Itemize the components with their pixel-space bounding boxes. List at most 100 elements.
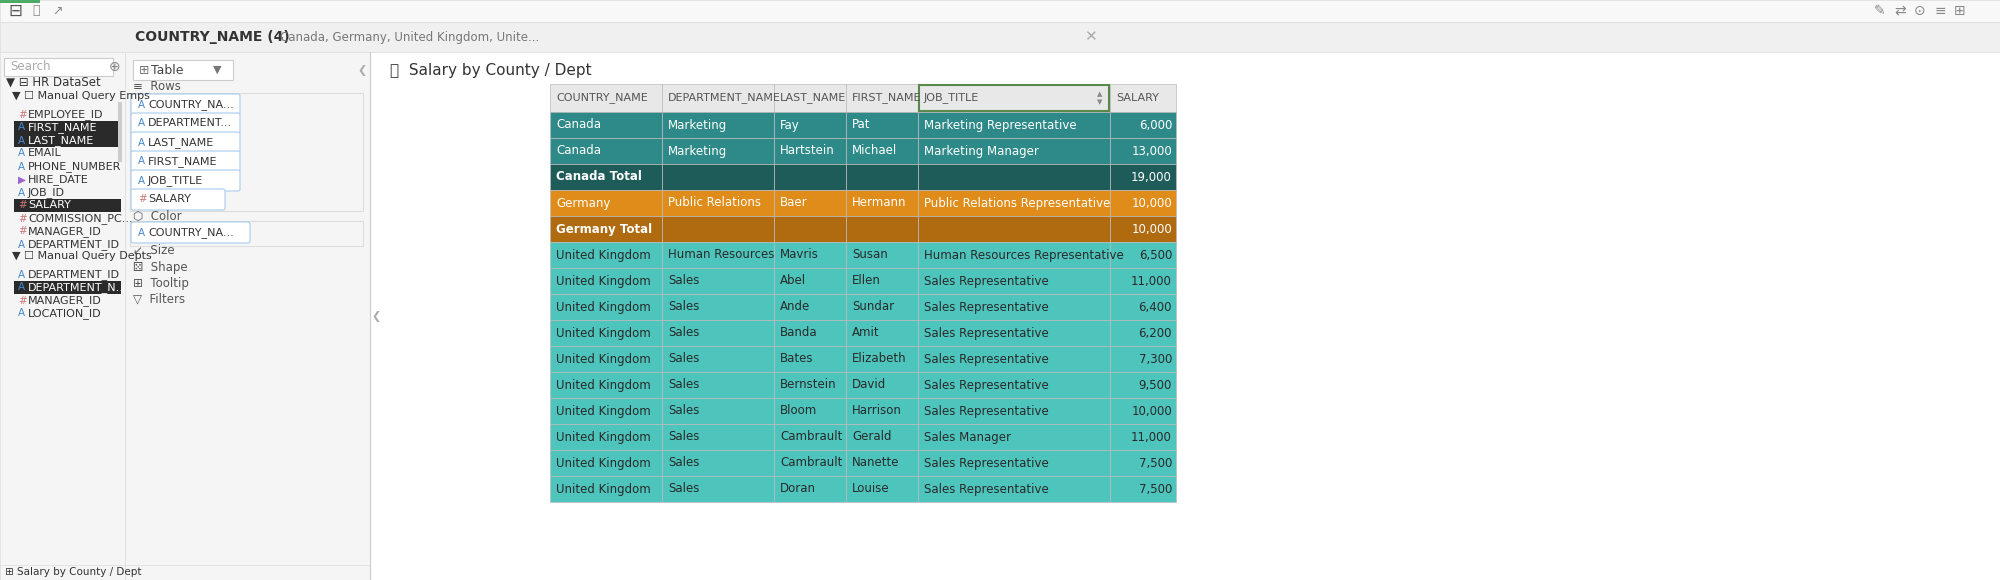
- Text: Public Relations Representative: Public Relations Representative: [924, 197, 1110, 209]
- Bar: [918, 294, 1110, 320]
- Bar: [662, 294, 774, 320]
- Text: LAST_NAME: LAST_NAME: [28, 135, 94, 146]
- Text: ⊞  Tooltip: ⊞ Tooltip: [132, 277, 188, 289]
- Text: HIRE_DATE: HIRE_DATE: [28, 174, 88, 185]
- Text: A: A: [18, 282, 26, 292]
- Text: Elizabeth: Elizabeth: [852, 353, 906, 365]
- Bar: [846, 84, 918, 112]
- Text: A: A: [18, 187, 26, 198]
- Text: Ande: Ande: [780, 300, 810, 314]
- Text: Susan: Susan: [852, 248, 888, 262]
- Text: LOCATION_ID: LOCATION_ID: [28, 308, 102, 319]
- Text: ▶: ▶: [18, 175, 26, 184]
- Text: Human Resources: Human Resources: [668, 248, 774, 262]
- Bar: [774, 320, 846, 346]
- Bar: [918, 84, 1110, 112]
- Bar: [132, 60, 232, 80]
- Text: Canada Total: Canada Total: [556, 171, 642, 183]
- Text: Bates: Bates: [780, 353, 814, 365]
- Bar: [550, 190, 662, 216]
- Text: A: A: [138, 157, 146, 166]
- Text: Sales Representative: Sales Representative: [924, 327, 1048, 339]
- Text: Germany: Germany: [556, 197, 610, 209]
- Text: ⊙: ⊙: [1914, 4, 1926, 18]
- Text: 7,500: 7,500: [1138, 456, 1172, 469]
- Text: Sales Manager: Sales Manager: [924, 430, 1012, 444]
- Bar: [846, 476, 918, 502]
- Bar: [662, 112, 774, 138]
- Bar: [550, 320, 662, 346]
- Bar: [774, 476, 846, 502]
- Text: 11,000: 11,000: [1132, 430, 1172, 444]
- Bar: [662, 424, 774, 450]
- Bar: [918, 346, 1110, 372]
- Text: ⓪  Salary by County / Dept: ⓪ Salary by County / Dept: [390, 63, 592, 78]
- Text: A: A: [138, 137, 146, 147]
- Bar: [1110, 164, 1176, 190]
- Bar: [124, 52, 370, 565]
- Text: ⇄: ⇄: [1894, 4, 1906, 18]
- Bar: [846, 112, 918, 138]
- FancyBboxPatch shape: [132, 170, 240, 191]
- Text: Sales: Sales: [668, 483, 700, 495]
- Text: DEPARTMENT_N...: DEPARTMENT_N...: [28, 282, 128, 293]
- Text: PHONE_NUMBER: PHONE_NUMBER: [28, 161, 122, 172]
- Text: Cambrault: Cambrault: [780, 456, 842, 469]
- Text: SALARY: SALARY: [28, 201, 70, 211]
- Text: A: A: [18, 136, 26, 146]
- Bar: [846, 398, 918, 424]
- Bar: [918, 398, 1110, 424]
- Bar: [918, 320, 1110, 346]
- Bar: [1110, 398, 1176, 424]
- Text: 6,200: 6,200: [1138, 327, 1172, 339]
- Text: ⊞ Salary by County / Dept: ⊞ Salary by County / Dept: [4, 567, 142, 577]
- Text: FIRST_NAME: FIRST_NAME: [852, 93, 922, 103]
- Text: Hartstein: Hartstein: [780, 144, 834, 158]
- Bar: [130, 221, 364, 246]
- Text: DEPARTMENT_ID: DEPARTMENT_ID: [28, 239, 120, 250]
- Bar: [1110, 190, 1176, 216]
- Bar: [846, 450, 918, 476]
- Text: Marketing: Marketing: [668, 144, 728, 158]
- Text: 10,000: 10,000: [1132, 223, 1172, 235]
- Text: Louise: Louise: [852, 483, 890, 495]
- Bar: [550, 268, 662, 294]
- Text: #: #: [18, 110, 26, 119]
- Bar: [550, 84, 662, 112]
- Bar: [550, 346, 662, 372]
- Bar: [550, 372, 662, 398]
- FancyBboxPatch shape: [132, 132, 240, 153]
- Text: Hermann: Hermann: [852, 197, 906, 209]
- Text: COUNTRY_NA...: COUNTRY_NA...: [148, 227, 234, 238]
- Text: United Kingdom: United Kingdom: [556, 353, 650, 365]
- Bar: [846, 424, 918, 450]
- Text: United Kingdom: United Kingdom: [556, 248, 650, 262]
- Text: ⚄  Shape: ⚄ Shape: [132, 260, 188, 274]
- Bar: [1110, 424, 1176, 450]
- Bar: [14, 121, 120, 134]
- Text: 7,300: 7,300: [1138, 353, 1172, 365]
- Text: COUNTRY_NA...: COUNTRY_NA...: [148, 99, 234, 110]
- Bar: [846, 372, 918, 398]
- Text: Sales: Sales: [668, 327, 700, 339]
- Text: Bloom: Bloom: [780, 404, 818, 418]
- Text: EMAIL: EMAIL: [28, 148, 62, 158]
- Bar: [918, 424, 1110, 450]
- Text: 13,000: 13,000: [1132, 144, 1172, 158]
- Text: 19,000: 19,000: [1132, 171, 1172, 183]
- Bar: [14, 281, 120, 294]
- Text: ㅎ: ㅎ: [32, 5, 40, 17]
- Text: Bernstein: Bernstein: [780, 379, 836, 392]
- Bar: [662, 346, 774, 372]
- Text: #: #: [18, 295, 26, 306]
- Text: JOB_TITLE: JOB_TITLE: [148, 175, 204, 186]
- Text: ✎: ✎: [1874, 4, 1886, 18]
- Bar: [774, 346, 846, 372]
- Text: ▼ ⊟ HR DataSet: ▼ ⊟ HR DataSet: [6, 75, 100, 89]
- Text: ▲: ▲: [1098, 91, 1102, 97]
- Text: #: #: [18, 227, 26, 237]
- Bar: [918, 372, 1110, 398]
- Bar: [846, 190, 918, 216]
- Text: United Kingdom: United Kingdom: [556, 327, 650, 339]
- Text: United Kingdom: United Kingdom: [556, 483, 650, 495]
